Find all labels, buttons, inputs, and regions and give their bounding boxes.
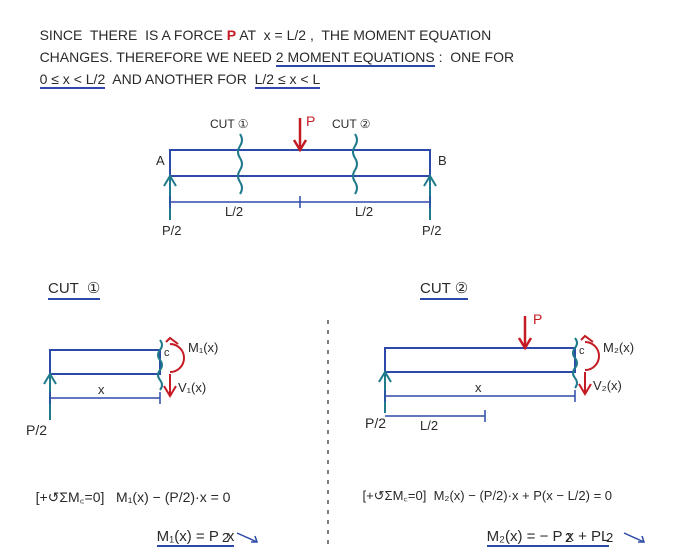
cut1-V: V₁(x) [178, 380, 206, 395]
cut2-res-d1: 2 [565, 530, 572, 546]
page: SINCE THERE IS A FORCE P AT x = L/2 , TH… [0, 0, 677, 557]
full-beam-diagram: A B P/2 P/2 P CUT ① CUT ② L/2 L/2 [140, 110, 460, 250]
cut2-label: CUT ② [332, 117, 371, 131]
cut2-P: P [533, 311, 542, 327]
label-A: A [156, 153, 165, 168]
cut1-title: CUT ① [48, 280, 100, 300]
intro-l3c: L/2 ≤ x < L [255, 71, 321, 89]
cut1-res-denom: 2 [222, 530, 229, 546]
cut2-res: M₂(x) = − P x + PL [487, 528, 610, 547]
cut2-title: CUT ② [420, 280, 468, 300]
dim-L2b: L/2 [355, 204, 373, 219]
cut2-eq-label: [+↺ΣM꜀=0] [362, 488, 426, 503]
cut2-fbd: c P/2 P M₂(x) V₂(x) x L/2 [355, 308, 655, 453]
cut1-squiggle-icon [238, 134, 242, 194]
svg-text:c: c [579, 345, 585, 357]
cut2-x: x [475, 380, 482, 395]
cut1-P2: P/2 [26, 422, 47, 438]
cut2-moment-icon [585, 342, 599, 370]
cut1-eq-label: [+↺ΣM꜀=0] [36, 489, 105, 505]
cut2-P2: P/2 [365, 415, 386, 431]
load-P-icon [294, 118, 306, 150]
load-P-label: P [306, 113, 315, 129]
cut2-res-d2: 2 [606, 530, 613, 546]
cut1-x: x [98, 382, 105, 397]
intro-l3b: AND ANOTHER FOR [105, 71, 254, 87]
cut2-result-arrow-icon [622, 530, 652, 544]
cut2-shear-icon [579, 372, 591, 394]
intro-l2b: : ONE FOR [435, 49, 514, 65]
divider-line [318, 320, 338, 550]
cut1-result-arrow-icon [235, 530, 265, 544]
intro-l3a: 0 ≤ x < L/2 [40, 71, 106, 89]
cut2-V: V₂(x) [593, 378, 622, 393]
dim-L2a: L/2 [225, 204, 243, 219]
cut2-result: M₂(x) = − P x + PL [470, 510, 609, 557]
cut2-M: M₂(x) [603, 340, 634, 355]
reaction-A-label: P/2 [162, 223, 182, 238]
cut1-result: M₁(x) = P x [140, 510, 234, 557]
intro-line3: 0 ≤ x < L/2 AND ANOTHER FOR L/2 ≤ x < L [24, 54, 320, 104]
reaction-B-label: P/2 [422, 223, 442, 238]
cut1-fbd: c P/2 M₁(x) V₁(x) x [20, 320, 240, 450]
cut1-eq: M₁(x) − (P/2)·x = 0 [116, 489, 230, 505]
cut2-load-P-icon [519, 316, 531, 348]
svg-text:c: c [164, 347, 170, 359]
cut2-squiggle-icon [353, 134, 357, 194]
cut1-label: CUT ① [210, 117, 249, 131]
cut1-shear-icon [164, 374, 176, 396]
cut2-L2: L/2 [420, 418, 438, 433]
cut2-eq: M₂(x) − (P/2)·x + P(x − L/2) = 0 [434, 488, 612, 503]
cut1-moment-icon [170, 344, 184, 372]
label-B: B [438, 153, 447, 168]
cut1-M: M₁(x) [188, 340, 218, 355]
